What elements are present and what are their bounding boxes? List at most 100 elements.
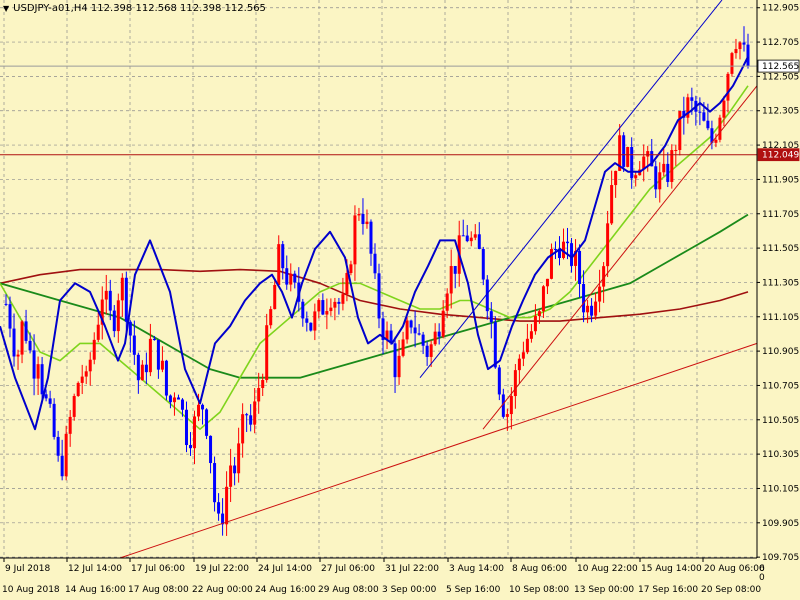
collapse-triangle-icon[interactable]: ▼ [3,4,10,13]
candle-bearish [377,273,381,319]
x-tick-label-bottom: 22 Aug 00:00 [192,585,253,595]
candle-bullish [96,324,100,340]
x-tick-label-top: 8 Aug 06:00 [512,564,567,574]
y-tick-label: 110.305 [762,450,799,460]
candle-bearish [425,345,429,357]
y-tick-label: 112.705 [762,38,799,48]
moving-average-fast [0,56,749,431]
candle-bearish [622,135,626,167]
y-tick-label: 111.705 [762,210,799,220]
candle-bearish [453,266,457,274]
candle-bearish [465,235,469,242]
candle-bearish [180,399,184,410]
candle-bearish [417,333,421,335]
candle-bullish [449,266,453,294]
x-tick-label-top: 27 Jul 06:00 [321,564,375,574]
candle-bullish [634,175,638,179]
candle-bullish [193,416,197,449]
candle-bullish [333,301,337,308]
candle-bullish [529,331,533,339]
candle-bearish [205,409,209,436]
candle-bearish [421,334,425,346]
candle-bullish [610,185,614,224]
candle-bullish [397,355,401,378]
candle-bullish [525,338,529,353]
long-support-line [119,342,758,559]
candle-bearish [361,213,365,225]
candle-bearish [742,42,746,45]
candle-bullish [225,486,229,525]
x-tick-label-top: 20 Aug 06:00 [704,564,765,574]
candle-bearish [409,320,413,328]
candle-bearish [221,513,225,525]
candle-bearish [124,277,128,322]
candle-bullish [365,221,369,225]
candle-bearish [301,301,305,319]
candle-bullish [513,370,517,397]
y-tick-label: 112.905 [762,4,799,14]
candle-bearish [40,364,44,395]
candle-bearish [184,409,188,446]
candle-bearish [682,110,686,118]
candle-bullish [269,309,273,326]
candle-bearish [32,350,36,379]
candle-bullish [674,150,678,152]
candle-bearish [305,318,309,323]
candle-bullish [313,311,317,331]
candle-bullish [349,264,353,273]
candle-bearish [12,328,16,357]
candle-bullish [405,320,409,340]
x-tick-label-bottom: 17 Aug 08:00 [128,585,189,595]
candle-bearish [28,340,32,351]
candle-bullish [469,237,473,242]
x-edge-label-bottom: 0 [759,573,765,583]
candle-bearish [485,279,489,312]
candle-bullish [662,163,666,173]
candle-bullish [429,344,433,357]
y-tick-label: 112.505 [762,72,799,82]
candle-bullish [100,299,104,325]
candle-bearish [477,234,481,250]
candle-bearish [52,403,56,437]
candle-bullish [441,310,445,337]
candle-bearish [60,455,64,477]
candle-bullish [88,359,92,372]
candle-bullish [738,42,742,50]
x-tick-label-bottom: 3 Sep 00:00 [382,585,437,595]
candle-bearish [706,120,710,129]
y-tick-label: 110.905 [762,347,799,357]
level-price-tag [757,148,800,162]
candle-bullish [120,277,124,301]
close-value: 112.565 [224,3,266,14]
candle-bearish [493,322,497,368]
candle-bearish [389,330,393,344]
candle-bearish [582,283,586,313]
candle-bullish [353,215,357,265]
upper-channel-line [419,0,723,379]
candle-bullish [357,213,361,216]
candle-bearish [553,249,557,251]
candle-bearish [108,290,112,311]
candle-bullish [241,414,245,444]
candle-bearish [144,364,148,373]
candle-bearish [201,404,205,410]
candle-bearish [245,414,249,416]
candle-bearish [557,249,561,258]
high-value: 112.568 [135,3,177,14]
candle-bearish [48,398,52,404]
candle-bullish [686,97,690,118]
candle-bullish [68,416,72,434]
candle-bearish [309,322,313,331]
candle-bullish [72,396,76,417]
candle-bearish [249,415,253,425]
candle-bearish [501,394,505,417]
candle-bearish [281,244,285,269]
y-tick-label: 112.305 [762,107,799,117]
candle-bullish [16,354,20,357]
candle-bullish [261,380,265,388]
candle-bearish [128,321,132,336]
candle-bearish [746,44,750,67]
candle-bearish [650,151,654,167]
candle-bearish [654,166,658,190]
